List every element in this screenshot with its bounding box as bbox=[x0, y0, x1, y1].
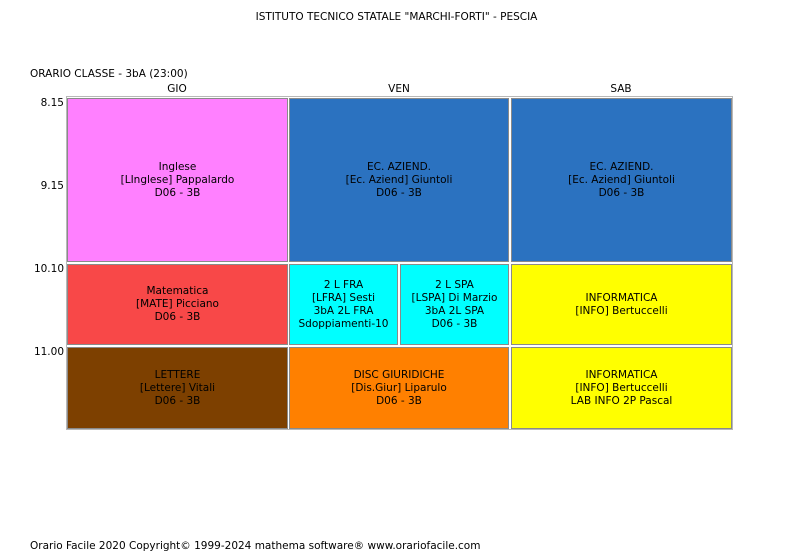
lesson-line: D06 - 3B bbox=[431, 317, 478, 330]
lesson-line: 2 L SPA bbox=[435, 278, 474, 291]
lesson-line: 3bA 2L FRA bbox=[313, 304, 374, 317]
lesson-line: D06 - 3B bbox=[376, 394, 422, 407]
lesson-line: [LInglese] Pappalardo bbox=[120, 173, 235, 186]
lesson-line: D06 - 3B bbox=[154, 311, 201, 323]
lesson-line: LETTERE bbox=[154, 368, 201, 381]
lesson-matematica[interactable]: Matematica [MATE] Picciano D06 - 3B bbox=[67, 264, 288, 345]
lesson-line: INFORMATICA bbox=[585, 291, 658, 304]
time-label-11-00: 11.00 bbox=[33, 346, 64, 358]
lesson-line: [Ec. Aziend] Giuntoli bbox=[568, 173, 675, 186]
lesson-line: D06 - 3B bbox=[598, 186, 645, 199]
lesson-line: EC. AZIEND. bbox=[366, 160, 432, 173]
lesson-ec-aziend-ven[interactable]: EC. AZIEND. [Ec. Aziend] Giuntoli D06 - 3B bbox=[289, 98, 509, 262]
lesson-line: Inglese bbox=[158, 160, 197, 173]
lesson-line: [LSPA] Di Marzio bbox=[411, 291, 498, 304]
lesson-line: Matematica bbox=[146, 285, 209, 297]
lesson-informatica-sab-3[interactable]: INFORMATICA [INFO] Bertuccelli bbox=[511, 264, 732, 345]
lesson-line: [LFRA] Sesti bbox=[311, 291, 376, 304]
lesson-line: 3bA 2L SPA bbox=[424, 304, 485, 317]
lesson-line: D06 - 3B bbox=[154, 186, 201, 199]
day-header-gio: GIO bbox=[167, 83, 187, 95]
lesson-2l-spa[interactable]: 2 L SPA [LSPA] Di Marzio 3bA 2L SPA D06 - 3… bbox=[400, 264, 509, 345]
footer-copyright: Orario Facile 2020 Copyright© 1999-2024 … bbox=[30, 540, 481, 552]
day-header-ven: VEN bbox=[388, 83, 410, 95]
lesson-line: [INFO] Bertuccelli bbox=[575, 381, 668, 394]
time-label-9-15: 9.15 bbox=[40, 180, 64, 192]
lesson-line: [Lettere] Vitali bbox=[139, 381, 216, 394]
lesson-line: [MATE] Picciano bbox=[135, 298, 219, 310]
lesson-informatica-sab-4[interactable]: INFORMATICA [INFO] Bertuccelli LAB INFO 2P… bbox=[511, 347, 732, 429]
lesson-line: INFORMATICA bbox=[585, 368, 658, 381]
lesson-line: DISC GIURIDICHE bbox=[353, 368, 445, 381]
lesson-lettere[interactable]: LETTERE [Lettere] Vitali D06 - 3B bbox=[67, 347, 288, 429]
lesson-ec-aziend-sab[interactable]: EC. AZIEND. [Ec. Aziend] Giuntoli D06 - 3B bbox=[511, 98, 732, 262]
lesson-line: D06 - 3B bbox=[154, 394, 201, 407]
time-label-8-15: 8.15 bbox=[40, 97, 64, 109]
class-title: ORARIO CLASSE - 3bA (23:00) bbox=[30, 68, 188, 80]
day-header-sab: SAB bbox=[610, 83, 632, 95]
lesson-line: Sdoppiamenti-10 bbox=[298, 317, 389, 330]
lesson-line: [Ec. Aziend] Giuntoli bbox=[345, 173, 453, 186]
lesson-line: 2 L FRA bbox=[323, 278, 364, 291]
lesson-disc-giuridiche[interactable]: DISC GIURIDICHE [Dis.Giur] Liparulo D06 - … bbox=[289, 347, 509, 429]
lesson-line: EC. AZIEND. bbox=[589, 160, 654, 173]
lesson-line: [INFO] Bertuccelli bbox=[575, 304, 668, 317]
time-label-10-10: 10.10 bbox=[33, 263, 64, 275]
lesson-2l-fra[interactable]: 2 L FRA [LFRA] Sesti 3bA 2L FRA Sdoppiament… bbox=[289, 264, 398, 345]
lesson-inglese[interactable]: Inglese [LInglese] Pappalardo D06 - 3B bbox=[67, 98, 288, 262]
lesson-line: LAB INFO 2P Pascal bbox=[570, 394, 673, 407]
lesson-line: [Dis.Giur] Liparulo bbox=[351, 381, 447, 394]
lesson-line: D06 - 3B bbox=[376, 186, 422, 199]
school-title: ISTITUTO TECNICO STATALE "MARCHI-FORTI" … bbox=[255, 11, 538, 23]
